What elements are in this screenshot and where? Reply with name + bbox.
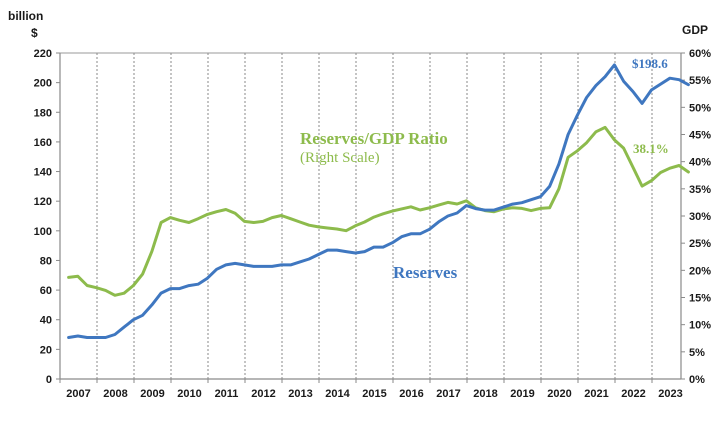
right-tick-label: 45% [689,130,711,142]
x-tick-label: 2010 [177,388,201,400]
x-tick-label: 2022 [621,388,645,400]
left-tick-label: 80 [40,255,52,267]
left-tick-label: 160 [34,137,52,149]
left-tick-label: 20 [40,344,52,356]
left-axis-title-line1: billion [8,9,43,23]
x-tick-label: 2017 [436,388,460,400]
series-points [69,65,689,338]
right-tick-label: 15% [689,293,711,305]
left-tick-label: 200 [34,78,52,90]
series-line-reserves [67,63,690,339]
x-tick-label: 2015 [362,388,386,400]
x-tick-label: 2007 [66,388,90,400]
left-tick-label: 140 [34,167,52,179]
x-tick-label: 2011 [215,388,239,400]
right-tick-label: 10% [689,320,711,332]
x-tick-label: 2016 [399,388,423,400]
left-axis-title-line2: $ [31,26,38,40]
annotation-ratio-title: Reserves/GDP Ratio [300,129,448,148]
left-tick-label: 0 [46,374,52,386]
annotation-reserves-label: Reserves [393,263,458,282]
right-axis-title: GDP [682,23,708,37]
right-tick-label: 25% [689,238,711,250]
right-tick-label: 35% [689,184,711,196]
series-line-reserves-gdp-ratio [67,125,690,297]
x-axis: 2007 2008 2009 2010 2011 2012 2013 2014 2015 2016… [59,378,683,400]
left-tick-label: 60 [40,285,52,297]
left-tick-label: 40 [40,315,52,327]
annotation-reserves-last-value: $198.6 [632,56,668,71]
right-tick-label: 55% [689,75,711,87]
annotation-ratio-subtitle: (Right Scale) [300,150,380,166]
x-tick-label: 2009 [140,388,164,400]
x-tick-label: 2012 [251,388,275,400]
right-tick-label: 40% [689,157,711,169]
right-tick-label: 50% [689,102,711,114]
vertical-gridlines [60,52,681,379]
left-tick-label: 100 [34,226,52,238]
x-tick-label: 2008 [103,388,127,400]
left-tick-label: 180 [34,107,52,119]
x-tick-label: 2018 [473,388,497,400]
right-tick-label: 60% [689,48,711,60]
right-tick-label: 0% [689,374,705,386]
x-tick-label: 2019 [510,388,534,400]
right-axis: 0% 5% 10% 15% 20% 25% 30% 35% 40% 45% 50% 55% 60% [680,48,711,386]
annotation-ratio-last-value: 38.1% [633,141,669,156]
right-tick-label: 30% [689,211,711,223]
x-tick-label: 2020 [547,388,571,400]
left-axis: 0 20 40 60 80 100 120 140 160 180 200 220 [34,48,61,386]
right-tick-label: 5% [689,347,705,359]
x-tick-label: 2021 [584,388,608,400]
x-tick-label: 2023 [658,388,682,400]
left-tick-label: 220 [34,48,52,60]
left-tick-label: 120 [34,196,52,208]
right-tick-label: 20% [689,265,711,277]
x-tick-label: 2013 [288,388,312,400]
x-tick-label: 2014 [325,388,350,400]
